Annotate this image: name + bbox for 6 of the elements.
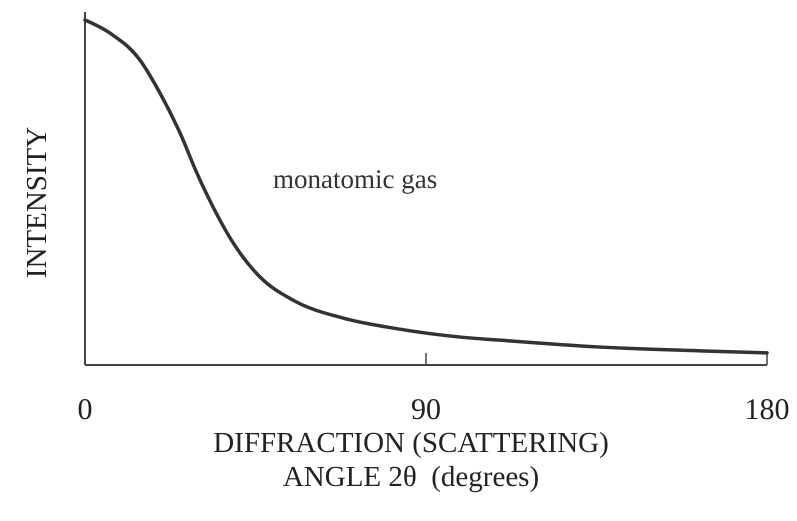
x-tick-label: 90 <box>411 393 441 426</box>
y-axis-title: INTENSITY <box>21 126 53 278</box>
x-axis-title: DIFFRACTION (SCATTERING) ANGLE 2θ (degrees) <box>213 427 609 493</box>
x-tick-label: 180 <box>744 393 790 426</box>
x-tick-label: 0 <box>78 393 92 426</box>
annotation: monatomic gas <box>273 164 438 194</box>
